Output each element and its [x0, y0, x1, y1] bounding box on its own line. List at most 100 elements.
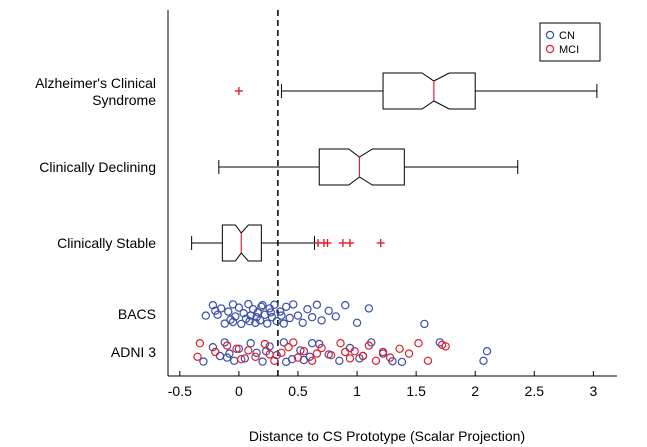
point-cn: [208, 343, 218, 352]
box-2: [191, 224, 385, 262]
point-mci: [341, 347, 350, 357]
y-label-group-1: ADNI 3: [111, 344, 156, 360]
point-mci: [293, 353, 303, 362]
point-cn: [251, 318, 260, 327]
point-mci: [277, 348, 286, 357]
box-1: [218, 148, 519, 186]
point-mci: [211, 347, 220, 357]
point-cn: [312, 300, 322, 309]
x-tick-label: 1.5: [406, 383, 426, 399]
point-cn: [293, 311, 303, 320]
x-axis-label: Distance to CS Prototype (Scalar Project…: [249, 428, 525, 444]
scatter-group-1: [193, 338, 492, 367]
point-cn: [257, 302, 266, 311]
point-cn: [279, 338, 288, 347]
point-mci: [232, 344, 241, 353]
point-cn: [307, 313, 317, 322]
point-cn: [228, 317, 238, 327]
point-mci: [364, 341, 374, 350]
point-cn: [364, 304, 374, 313]
point-mci: [270, 356, 279, 365]
point-cn: [208, 301, 218, 310]
y-label-group-0: BACS: [118, 306, 156, 322]
point-cn: [199, 357, 208, 366]
point-cn: [341, 301, 350, 310]
axes: -0.5 0 0.5 1 1.5 2 2.5 3: [167, 10, 617, 399]
box-0: [234, 72, 598, 110]
point-cn: [234, 344, 244, 353]
point-mci: [193, 352, 202, 361]
x-tick-label: 0.5: [288, 383, 308, 399]
point-mci: [284, 343, 293, 352]
legend-marker-mci: [545, 44, 555, 54]
y-label-line: Syndrome: [92, 92, 156, 108]
y-label-box-0: Alzheimer's Clinical Syndrome: [35, 75, 156, 108]
point-mci: [378, 347, 388, 357]
point-cn: [244, 299, 253, 309]
point-cn: [246, 339, 255, 348]
point-mci: [385, 353, 395, 362]
point-cn: [239, 309, 248, 318]
point-mci: [326, 351, 336, 360]
point-cn: [277, 311, 286, 320]
y-label-line: Clinically Stable: [57, 235, 156, 251]
point-cn: [245, 317, 254, 326]
point-mci: [414, 339, 423, 348]
point-cn: [229, 356, 239, 365]
box-body: [318, 148, 405, 186]
y-label-line: Alzheimer's Clinical: [35, 75, 156, 91]
point-cn: [234, 303, 244, 312]
point-mci: [265, 350, 274, 359]
point-cn: [270, 300, 279, 309]
outlier-marker: [323, 239, 332, 247]
x-tick-label: 3: [589, 383, 597, 399]
point-mci: [423, 356, 433, 365]
point-cn: [296, 346, 305, 355]
point-cn: [317, 316, 326, 325]
x-tick-label: -0.5: [168, 383, 192, 399]
point-mci: [336, 339, 345, 348]
point-cn: [252, 348, 261, 357]
point-cn: [211, 306, 220, 315]
legend: CN MCI: [539, 22, 601, 62]
point-cn: [479, 356, 488, 365]
point-mci: [345, 354, 355, 363]
point-cn: [224, 307, 233, 316]
point-cn: [279, 319, 288, 328]
x-tick-label: 0: [235, 383, 243, 399]
outlier-marker: [376, 239, 385, 247]
point-cn: [222, 353, 232, 362]
point-cn: [252, 313, 261, 322]
point-mci: [307, 356, 317, 365]
point-mci: [371, 356, 381, 365]
point-cn: [267, 313, 277, 322]
point-cn: [289, 300, 298, 309]
point-cn: [220, 319, 229, 328]
point-cn: [307, 339, 317, 348]
point-cn: [258, 301, 267, 310]
point-cn: [240, 354, 250, 363]
point-cn: [285, 313, 294, 323]
point-mci: [441, 342, 450, 351]
point-cn: [303, 305, 312, 314]
point-cn: [281, 302, 291, 311]
legend-box: [539, 22, 601, 62]
point-mci: [404, 349, 414, 358]
x-tick-label: 2.5: [525, 383, 545, 399]
point-mci: [317, 343, 326, 353]
point-cn: [237, 319, 246, 329]
x-tick-label: 2: [471, 383, 479, 399]
point-cn: [482, 347, 492, 356]
point-mci: [289, 338, 298, 347]
point-mci: [358, 351, 368, 361]
point-mci: [251, 352, 260, 361]
point-cn: [263, 319, 272, 328]
point-mci: [222, 341, 232, 350]
point-mci: [260, 339, 270, 349]
point-cn: [201, 311, 211, 320]
point-cn: [215, 351, 225, 361]
outlier-marker: [234, 87, 243, 95]
point-cn: [420, 319, 429, 329]
point-cn: [435, 338, 444, 347]
point-mci: [395, 344, 404, 353]
